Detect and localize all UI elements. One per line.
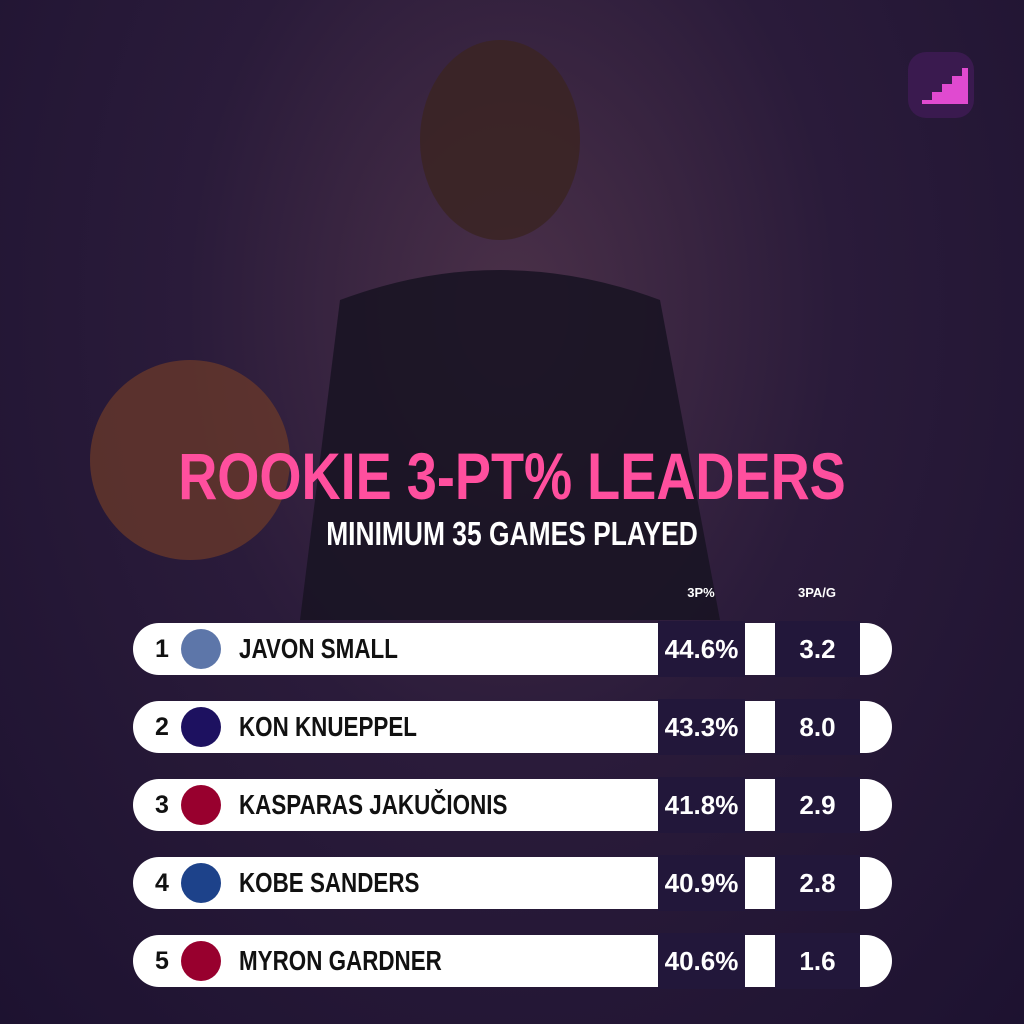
- table-row: 3 KASPARAS JAKUČIONIS 41.8% 2.9: [133, 777, 892, 833]
- team-logo: [181, 707, 221, 747]
- table-row: 2 KON KNUEPPEL 43.3% 8.0: [133, 699, 892, 755]
- player-name: MYRON GARDNER: [239, 945, 442, 976]
- three-point-attempts: 2.9: [775, 777, 860, 833]
- three-point-pct: 44.6%: [658, 621, 745, 677]
- three-point-attempts: 8.0: [775, 699, 860, 755]
- player-name: JAVON SMALL: [239, 633, 398, 664]
- three-point-attempts: 2.8: [775, 855, 860, 911]
- team-logo: [181, 863, 221, 903]
- title: ROOKIE 3-PT% LEADERS: [178, 439, 846, 513]
- table-row: 5 MYRON GARDNER 40.6% 1.6: [133, 933, 892, 989]
- team-logo: [181, 785, 221, 825]
- table-row: 4 KOBE SANDERS 40.9% 2.8: [133, 855, 892, 911]
- table-row: 1 JAVON SMALL 44.6% 3.2: [133, 621, 892, 677]
- player-name: KOBE SANDERS: [239, 867, 420, 898]
- column-header: 3P%: [687, 585, 715, 600]
- subtitle: MINIMUM 35 GAMES PLAYED: [326, 515, 698, 552]
- rank: 1: [155, 635, 169, 663]
- three-point-attempts: 1.6: [775, 933, 860, 989]
- column-header: 3PA/G: [797, 585, 837, 600]
- player-name: KASPARAS JAKUČIONIS: [239, 789, 508, 820]
- team-logo: [181, 941, 221, 981]
- three-point-pct: 40.6%: [658, 933, 745, 989]
- three-point-pct: 43.3%: [658, 699, 745, 755]
- player-name: KON KNUEPPEL: [239, 711, 417, 742]
- three-point-pct: 41.8%: [658, 777, 745, 833]
- rank: 3: [155, 791, 169, 819]
- rank: 2: [155, 713, 169, 741]
- rank: 4: [155, 869, 169, 897]
- team-logo: [181, 629, 221, 669]
- rank: 5: [155, 947, 169, 975]
- three-point-pct: 40.9%: [658, 855, 745, 911]
- three-point-attempts: 3.2: [775, 621, 860, 677]
